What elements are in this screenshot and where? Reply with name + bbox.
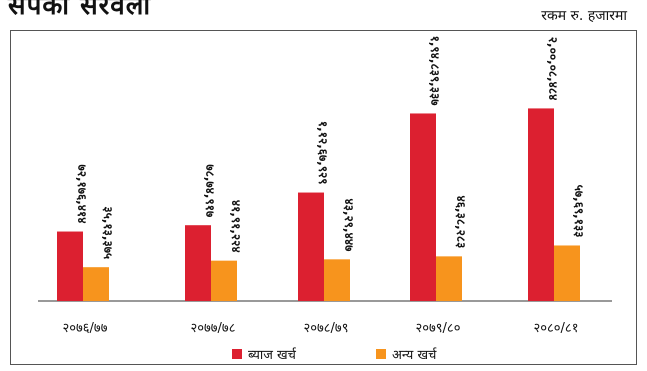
data-label-other-2: ४३,२९,४४७ [342,199,356,253]
legend-label-other: अन्य खर्च [392,348,437,363]
bar-interest-0 [57,231,83,301]
bar-interest-3 [410,113,436,301]
bar-other-0 [83,267,109,301]
bar-other-4 [554,245,580,301]
bar-interest-2 [298,192,324,301]
data-label-other-1: ४१,९१,२२४ [229,200,243,253]
legend-label-interest: ब्याज खर्च [248,348,296,363]
bar-other-3 [436,256,462,301]
legend-swatch-other [376,349,386,359]
data-label-interest-0: ७२,१७६,४१४ [75,164,89,223]
legend-other: अन्य खर्च [376,345,436,363]
data-label-other-4: ५७,६९,१३३ [572,185,586,238]
chart-title: सपकी सरवली [8,0,152,21]
bar-interest-4 [528,108,554,301]
x-tick-label-1: २०७७/७८ [191,321,236,336]
bar-interest-1 [185,225,211,301]
legend-swatch-interest [232,349,242,359]
x-tick-label-0: २०७६/७७ [63,321,108,336]
legend-interest: ब्याज खर्च [232,345,296,363]
x-tick-label-3: २०७९/८० [416,321,461,336]
x-tick-label-2: २०७८/७९ [304,321,349,336]
data-label-interest-2: १,१२,६७,९२९ [316,121,330,185]
bar-other-1 [211,260,237,301]
data-label-other-3: ४६,३८,२८३ [454,196,468,249]
chart-frame [10,30,637,365]
x-tick-label-4: २०८०/८१ [534,321,579,336]
bar-other-2 [324,259,350,301]
unit-note: रकम रु. हजारमा [541,8,627,24]
data-label-other-0: ३५,१३,३७५ [101,206,115,259]
data-label-interest-4: २,००,०८,४८४ [546,37,560,101]
data-label-interest-1: ७८,७४,९१७ [203,164,217,218]
data-label-interest-3: १,९४,८३९,३३७ [428,36,442,107]
